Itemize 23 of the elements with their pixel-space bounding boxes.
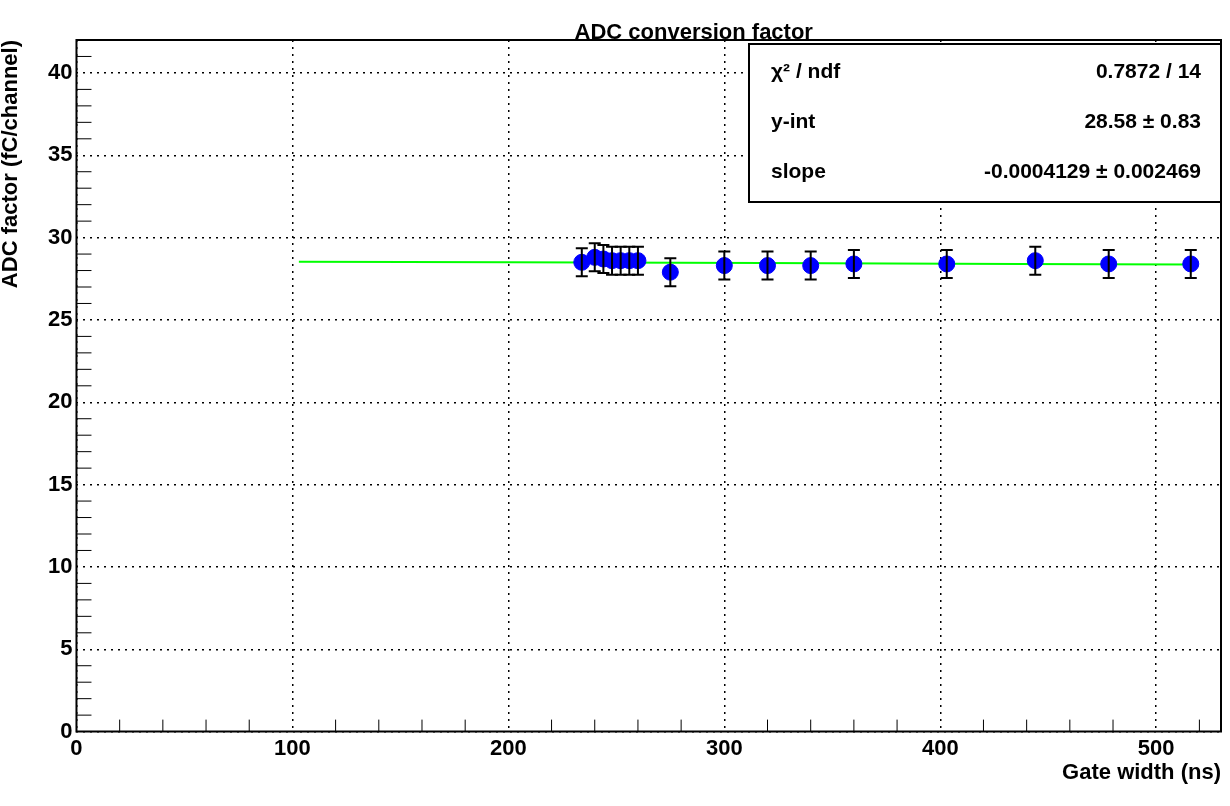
x-tick-label: 200: [490, 734, 527, 760]
y-tick-label: 15: [47, 470, 73, 496]
chart-title: ADC conversion factor: [574, 19, 814, 45]
y-tick-label: 30: [47, 223, 73, 249]
y-tick-label: 20: [47, 388, 73, 414]
y-tick-label: 35: [47, 141, 73, 167]
y-axis-title: ADC factor (fC/channel): [0, 40, 22, 289]
y-tick-label: 40: [47, 59, 73, 84]
annotation: y-int: [771, 108, 816, 132]
y-tick-label: 5: [60, 635, 73, 661]
annotation: slope: [771, 158, 826, 182]
x-tick-label: 300: [705, 734, 743, 760]
x-tick-label: 500: [1137, 734, 1175, 760]
y-tick-label: 0: [60, 717, 73, 743]
y-tick-label: 10: [47, 553, 73, 578]
annotation: 28.58 ± 0.83: [1084, 108, 1201, 132]
x-tick-label: 100: [274, 734, 311, 760]
annotation: -0.0004129 ± 0.002469: [983, 158, 1201, 182]
x-tick-label: 400: [921, 734, 959, 760]
annotation: χ² / ndf: [771, 58, 842, 82]
x-axis-title: Gate width (ns): [1062, 758, 1221, 784]
y-tick-label: 25: [47, 306, 73, 331]
annotation: 0.7872 / 14: [1095, 58, 1202, 82]
